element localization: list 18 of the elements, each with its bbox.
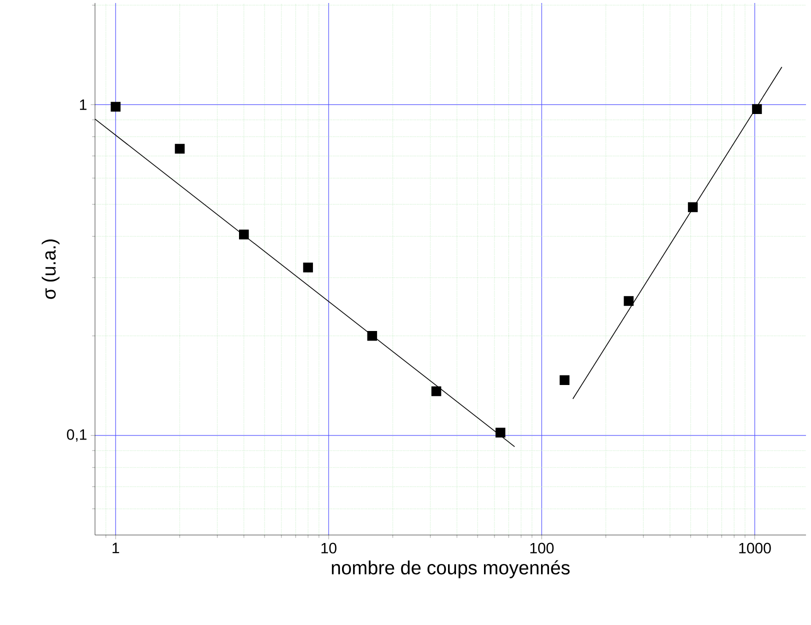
point [303, 262, 313, 272]
point [367, 330, 378, 341]
point [110, 102, 121, 112]
point [239, 230, 249, 240]
point [431, 386, 442, 396]
x-tick-label: 10 [321, 542, 336, 554]
x-axis-title: nombre de coups moyennés [332, 560, 570, 578]
point [752, 104, 762, 114]
point [496, 428, 506, 438]
x-tick-label: 1000 [739, 542, 771, 554]
y-axis-title: σ (u.a.) [42, 240, 60, 299]
y-tick-label: 0,1 [66, 429, 86, 442]
point [174, 144, 185, 154]
point [624, 296, 634, 306]
x-tick-label: 1 [112, 542, 120, 554]
x-tick-label: 100 [530, 542, 554, 554]
point [688, 202, 698, 212]
point [560, 375, 570, 386]
